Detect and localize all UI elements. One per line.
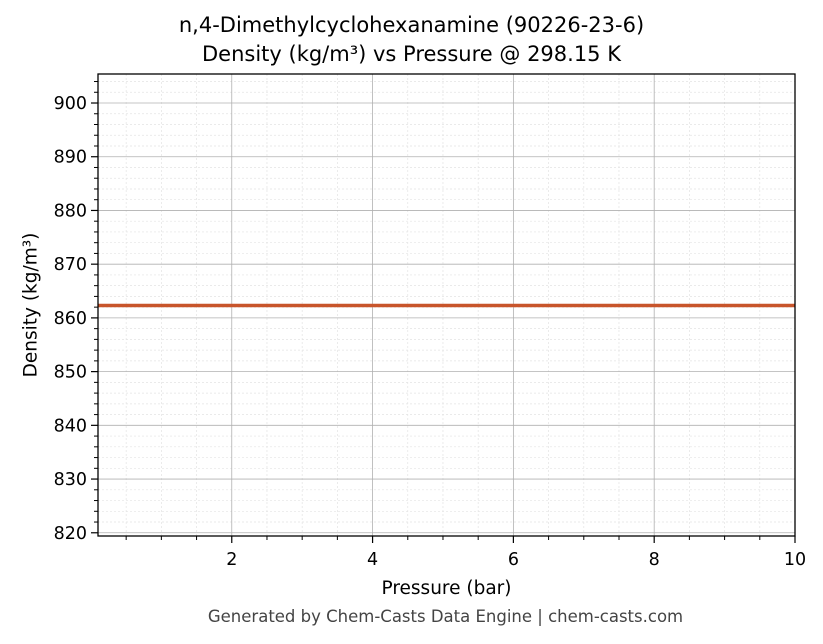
x-tick-label: 4 xyxy=(367,550,378,570)
x-axis-label: Pressure (bar) xyxy=(382,578,512,599)
chart-subtitle: Density (kg/m³) vs Pressure @ 298.15 K xyxy=(201,42,621,66)
x-tick-label: 10 xyxy=(784,550,806,570)
y-axis-label: Density (kg/m³) xyxy=(20,233,41,378)
x-tick-label: 2 xyxy=(226,550,237,570)
y-tick-label: 820 xyxy=(54,524,87,544)
y-tick-label: 860 xyxy=(54,309,87,329)
minor-grid xyxy=(98,74,795,536)
y-tick-label: 850 xyxy=(54,363,87,383)
footer-credit: Generated by Chem-Casts Data Engine | ch… xyxy=(207,607,684,626)
y-tick-label: 830 xyxy=(54,470,87,490)
y-tick-label: 890 xyxy=(54,148,87,168)
y-tick-label: 840 xyxy=(54,416,87,436)
chart-title: n,4-Dimethylcyclohexanamine (90226-23-6) xyxy=(178,13,645,37)
x-tick-label: 8 xyxy=(649,550,660,570)
x-tick-label: 6 xyxy=(508,550,519,570)
plot-frame xyxy=(97,73,796,537)
y-tick-label: 880 xyxy=(54,201,87,221)
y-tick-label: 870 xyxy=(54,255,87,275)
y-tick-label: 900 xyxy=(54,94,87,114)
